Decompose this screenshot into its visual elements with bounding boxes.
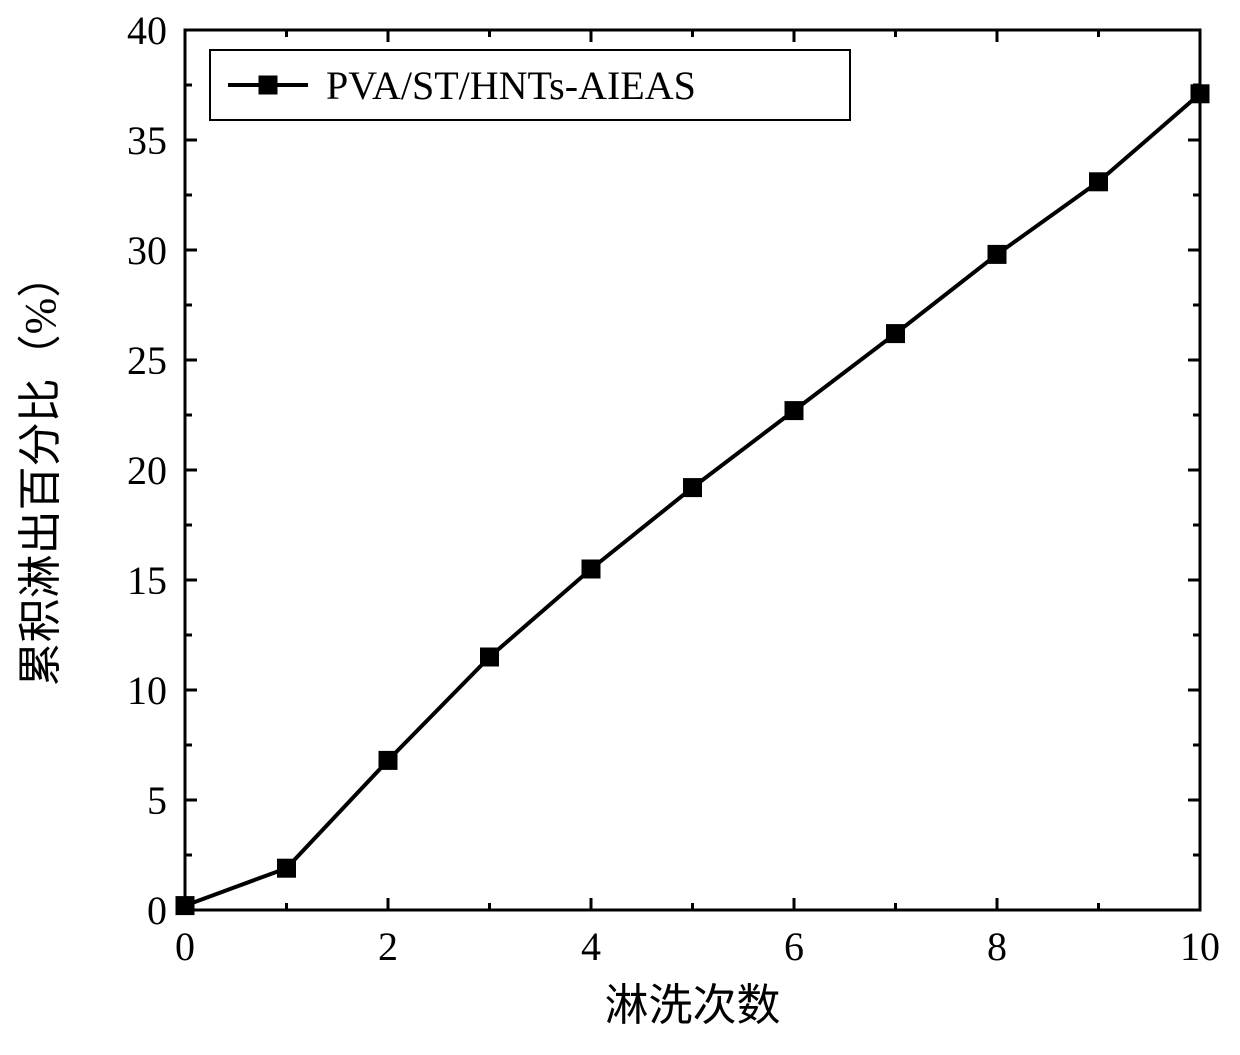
series-marker	[785, 402, 803, 420]
legend-label: PVA/ST/HNTs-AIEAS	[326, 63, 696, 108]
y-axis-tick-label: 10	[127, 668, 167, 713]
series-marker	[481, 648, 499, 666]
y-axis-title: 累积淋出百分比（%）	[16, 254, 65, 687]
y-axis-tick-label: 25	[127, 338, 167, 383]
series-marker	[379, 751, 397, 769]
y-axis-tick-label: 30	[127, 228, 167, 273]
y-axis-tick-label: 35	[127, 118, 167, 163]
series-line	[185, 94, 1200, 906]
y-axis-tick-label: 40	[127, 8, 167, 53]
y-axis-tick-label: 20	[127, 448, 167, 493]
plot-frame	[185, 30, 1200, 910]
series-marker	[684, 479, 702, 497]
series-marker	[1090, 173, 1108, 191]
series-marker	[887, 325, 905, 343]
y-axis-tick-label: 5	[147, 778, 167, 823]
series-marker	[1191, 85, 1209, 103]
y-axis-tick-label: 15	[127, 558, 167, 603]
series-marker	[988, 245, 1006, 263]
x-axis-tick-label: 6	[784, 924, 804, 969]
x-axis-tick-label: 2	[378, 924, 398, 969]
series-marker	[582, 560, 600, 578]
y-axis-tick-label: 0	[147, 888, 167, 933]
x-axis-tick-label: 10	[1180, 924, 1220, 969]
chart-svg: 0 2 4 6 8 10 0 5 10 15 20 25 30 35 40 淋洗次数 累积淋出百分比（%） PVA…	[0, 0, 1240, 1055]
x-axis-title: 淋洗次数	[605, 981, 781, 1030]
x-axis-tick-label: 4	[581, 924, 601, 969]
x-axis-tick-label: 0	[175, 924, 195, 969]
series-marker	[176, 897, 194, 915]
legend-marker	[259, 76, 277, 94]
chart-container: 0 2 4 6 8 10 0 5 10 15 20 25 30 35 40 淋洗次数 累积淋出百分比（%） PVA…	[0, 0, 1240, 1055]
series-marker	[278, 859, 296, 877]
x-axis-tick-label: 8	[987, 924, 1007, 969]
